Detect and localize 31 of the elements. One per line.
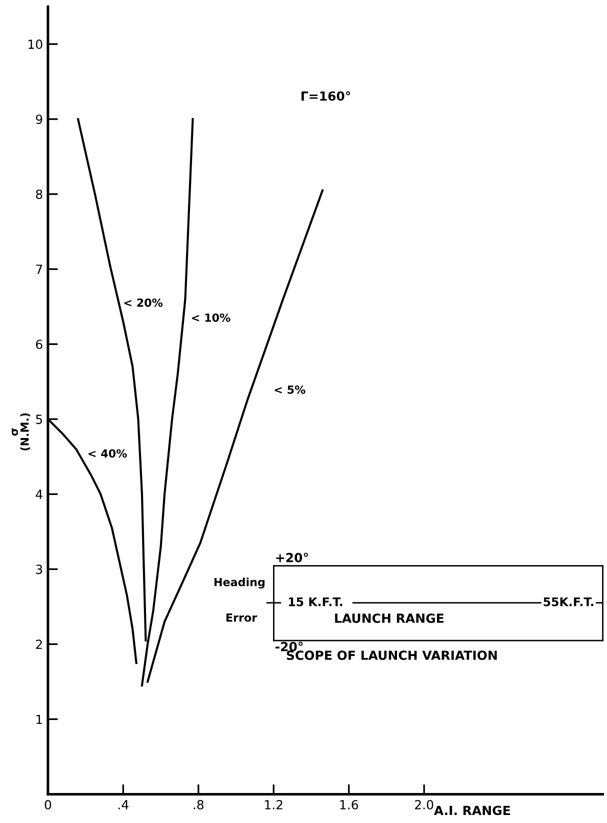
- x-tick-label: .8: [194, 800, 204, 810]
- x-tick-label: 1.2: [265, 800, 282, 810]
- y-tick-label: 1: [36, 714, 42, 724]
- x-tick-label: 2.0: [415, 800, 434, 810]
- y-tick-label: 10: [28, 40, 42, 50]
- annotation: SCOPE OF LAUNCH VARIATION: [286, 650, 497, 660]
- annotation: Error: [226, 614, 258, 622]
- y-tick-label: 5: [36, 414, 42, 424]
- y-tick-label: 3: [36, 564, 42, 574]
- annotation: 55K.F.T.: [544, 597, 594, 606]
- annotation: 15 K.F.T.: [288, 597, 342, 606]
- y-tick-label: 9: [36, 114, 42, 124]
- y-tick-label: 7: [36, 264, 42, 274]
- y-tick-label: 6: [36, 340, 42, 350]
- series-label: < 5%: [274, 385, 306, 394]
- series-label: < 40%: [88, 449, 127, 458]
- x-tick-label: 0: [44, 800, 52, 810]
- annotation: +20°: [276, 552, 308, 562]
- y-tick-label: 8: [36, 190, 42, 200]
- y-tick-label: 2: [36, 640, 42, 649]
- x-tick-label: 1.6: [340, 800, 358, 810]
- series-label: < 10%: [192, 313, 230, 322]
- y-tick-label: 4: [36, 490, 42, 499]
- series-label: < 20%: [124, 298, 163, 307]
- annotation: Γ=160°: [302, 91, 350, 101]
- annotation: LAUNCH RANGE: [335, 614, 444, 623]
- x-axis-title: A.I. RANGE: [434, 806, 510, 816]
- y-axis-title: σ (N.M.): [12, 413, 30, 450]
- x-tick-label: .4: [118, 800, 128, 810]
- annotation: Heading: [214, 578, 264, 589]
- annotation: -20°: [276, 642, 303, 652]
